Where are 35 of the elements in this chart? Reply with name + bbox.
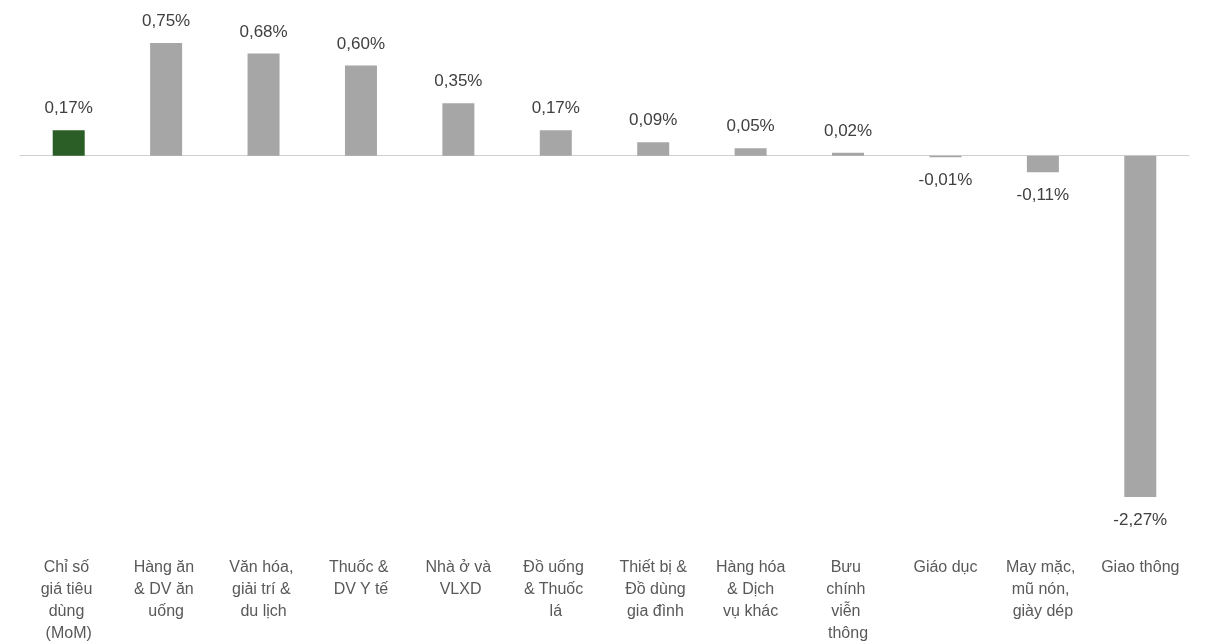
x-tick-label: Hàng hóa & Dịch vụ khác [715, 557, 786, 619]
bar [442, 103, 475, 156]
data-label: 0,68% [239, 21, 288, 41]
data-label: 0,17% [44, 98, 93, 118]
x-tick-label: Giao thông [1101, 557, 1180, 575]
data-label: -2,27% [1113, 510, 1168, 529]
data-label: 0,17% [531, 98, 580, 118]
bar [247, 53, 280, 156]
x-tick-label: May mặc, mũ nón, giày dép [1005, 557, 1080, 619]
x-tick-label: Văn hóa, giải trí & du lịch [229, 557, 298, 619]
data-label: 0,09% [629, 110, 678, 130]
x-tick-label: Bưu chính viễn thông [826, 557, 870, 641]
bar [539, 130, 572, 156]
data-label: 0,60% [336, 33, 386, 53]
x-tick-label: Nhà ở và VLXD [425, 557, 492, 597]
data-label: -0,01% [918, 170, 973, 190]
data-label: 0,05% [726, 116, 775, 136]
bar [1026, 155, 1059, 173]
x-tick-label: Thuốc & DV Y tế [328, 557, 393, 597]
data-label: -0,11% [1016, 185, 1070, 205]
bar [734, 148, 767, 156]
data-label: 0,75% [142, 11, 191, 30]
bar [1124, 155, 1157, 497]
x-tick-label: Thiết bị & Đồ dùng gia đình [619, 557, 688, 619]
x-tick-label: Hàng ăn & DV ăn uống [133, 557, 199, 619]
x-tick-label: Đồ uống & Thuốc lá [523, 557, 589, 619]
data-label: 0,35% [434, 71, 483, 91]
bar [150, 43, 183, 156]
data-label: 0,02% [823, 120, 873, 140]
x-tick-label: Chỉ số giá tiêu dùng (MoM) [40, 557, 97, 641]
bar [832, 152, 865, 156]
bar [344, 65, 377, 156]
bar [52, 130, 85, 156]
x-tick-label: Giáo dục [913, 557, 978, 575]
bar [637, 142, 670, 156]
